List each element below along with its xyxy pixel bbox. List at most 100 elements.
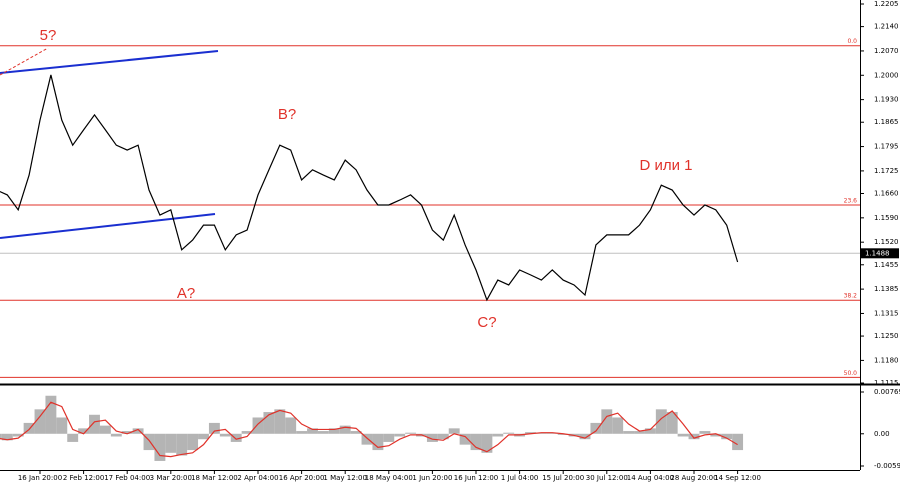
x-tick-label: 1 Jun 20:00 [412, 474, 452, 482]
histogram-bar [644, 428, 656, 434]
x-tick-label: 28 Aug 20:00 [670, 474, 717, 482]
histogram-bar [230, 433, 242, 442]
histogram-bar [0, 433, 2, 440]
channel-line [0, 213, 216, 239]
histogram-bar [78, 428, 90, 434]
histogram-bar [426, 433, 438, 442]
histogram-bar [165, 433, 177, 453]
histogram-bar [45, 395, 57, 434]
histogram-bar [655, 409, 667, 434]
x-tick-label: 16 Apr 20:00 [279, 474, 325, 482]
y-tick-label: 1.1930 [874, 96, 899, 104]
histogram-bar [688, 433, 700, 440]
histogram-bar [339, 425, 351, 434]
y-tick-label: 1.1660 [874, 190, 899, 198]
histogram-bar [677, 433, 689, 437]
histogram-bar [350, 431, 362, 434]
histogram-bar [459, 433, 471, 445]
wave-label: C? [477, 314, 496, 331]
y-tick-label: 1.1590 [874, 214, 899, 222]
histogram-bar [503, 432, 515, 434]
y-tick-label: 1.1455 [874, 261, 899, 269]
histogram-bar [67, 433, 79, 442]
histogram-bar [285, 417, 297, 434]
histogram-bar [623, 431, 635, 434]
histogram-bar [307, 428, 318, 434]
x-tick-label: 16 Jan 20:00 [18, 474, 62, 482]
y-tick-label: 1.1250 [874, 332, 899, 340]
x-tick-label: 16 Jun 12:00 [454, 474, 498, 482]
y-tick-label: -0.00593 [874, 462, 900, 470]
histogram-bar [143, 433, 155, 451]
x-tick-label: 3 Mar 20:00 [150, 474, 192, 482]
histogram-bar [437, 433, 449, 440]
x-tick-label: 15 Jul 20:00 [542, 474, 584, 482]
histogram-bar [12, 433, 24, 437]
histogram-bar [372, 433, 384, 451]
histogram-bar [296, 431, 308, 434]
y-tick-label: 1.1795 [874, 143, 899, 151]
histogram-bar [732, 433, 744, 451]
wave-label: B? [278, 106, 296, 123]
histogram-bar [492, 433, 504, 437]
histogram-bar [121, 431, 133, 434]
histogram-bar [710, 433, 722, 437]
histogram-bar [23, 422, 35, 434]
histogram-bar [132, 428, 144, 434]
last-price-label: 1.1488 [865, 249, 890, 257]
histogram-bar [241, 431, 253, 434]
histogram-bar [219, 433, 231, 437]
histogram-bar [481, 433, 493, 453]
histogram-bar [252, 417, 264, 434]
histogram-bar [89, 414, 100, 434]
histogram-bar [198, 433, 209, 440]
x-tick-label: 18 Mar 12:00 [191, 474, 238, 482]
y-tick-label: 1.2205 [874, 0, 899, 8]
dashed-line [0, 47, 49, 76]
histogram-bar [470, 433, 482, 451]
signal-line [0, 401, 738, 458]
y-tick-label: 1.1865 [874, 118, 899, 126]
x-tick-label: 2 Feb 12:00 [63, 474, 104, 482]
histogram-bar [394, 433, 406, 437]
y-tick-label: 1.1520 [874, 238, 899, 246]
histogram-bar [328, 428, 340, 434]
wave-label: A? [177, 285, 195, 302]
fib-level-label: 23.6 [844, 197, 858, 204]
histogram-bar [56, 417, 68, 434]
histogram-bar [525, 432, 536, 434]
x-tick-label: 14 Sep 12:00 [714, 474, 761, 482]
channel-line [0, 50, 219, 74]
histogram-bar [34, 409, 46, 434]
x-tick-label: 18 May 04:00 [365, 474, 413, 482]
histogram-bar [634, 431, 645, 434]
y-tick-label: 1.1725 [874, 167, 899, 175]
histogram-bar [721, 433, 733, 440]
histogram-bar [601, 409, 613, 434]
histogram-bar [590, 422, 602, 434]
y-tick-label: 1.1115 [874, 379, 899, 387]
histogram-bar [405, 432, 417, 434]
y-tick-label: 1.2140 [874, 23, 899, 31]
wave-label: 5? [40, 27, 57, 44]
histogram-bar [187, 433, 199, 451]
x-tick-label: 14 Aug 04:00 [627, 474, 674, 482]
histogram-bar [699, 431, 711, 434]
wave-label: D или 1 [639, 157, 692, 174]
histogram-bar [208, 422, 220, 434]
price-line [0, 74, 739, 302]
histogram-bar [274, 409, 286, 434]
y-tick-label: 1.1385 [874, 285, 899, 293]
histogram-bar [110, 433, 122, 437]
y-tick-label: 0.00769 [874, 388, 900, 396]
y-tick-label: 1.1315 [874, 309, 899, 317]
histogram-bar [263, 412, 275, 434]
x-tick-label: 1 May 12:00 [323, 474, 367, 482]
last-price-box [861, 248, 899, 259]
x-tick-label: 30 Jul 12:00 [586, 474, 628, 482]
histogram-bar [448, 428, 460, 434]
histogram-bar [176, 433, 188, 456]
y-tick-label: 1.2000 [874, 71, 899, 79]
